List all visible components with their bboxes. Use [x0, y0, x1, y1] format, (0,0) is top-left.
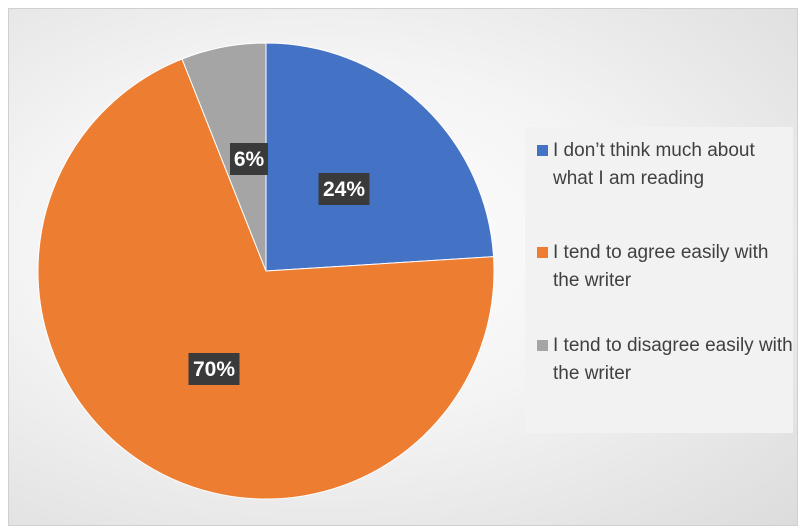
data-label: 24%	[318, 173, 370, 205]
legend-swatch-orange	[537, 247, 548, 258]
data-label: 70%	[188, 353, 240, 385]
data-label-text: 24%	[323, 178, 365, 201]
pie-chart: 24% 70% 6%	[37, 42, 495, 500]
legend-item-agree: I tend to agree easily with the writer	[537, 239, 795, 295]
chart-area: 24% 70% 6% I don’t think much about what I…	[8, 8, 798, 526]
legend-swatch-gray	[537, 340, 548, 351]
legend-item-disagree: I tend to disagree easily with the write…	[537, 332, 795, 388]
data-label-box	[188, 353, 240, 385]
legend-label: I tend to agree easily with the writer	[553, 242, 769, 291]
legend-label: I don’t think much about what I am readi…	[553, 140, 755, 189]
slice-agree	[37, 58, 495, 500]
legend: I don’t think much about what I am readi…	[525, 127, 793, 433]
slice-not-thinking	[265, 42, 495, 272]
data-label-text: 70%	[193, 358, 235, 381]
slice-disagree	[181, 42, 267, 272]
legend-swatch-blue	[537, 145, 548, 156]
legend-item-not-thinking: I don’t think much about what I am readi…	[537, 137, 795, 193]
data-label-box	[318, 173, 370, 205]
legend-label: I tend to disagree easily with the write…	[553, 335, 793, 384]
data-label-box	[230, 143, 268, 175]
data-label-text: 6%	[234, 148, 265, 171]
data-label: 6%	[230, 143, 268, 175]
